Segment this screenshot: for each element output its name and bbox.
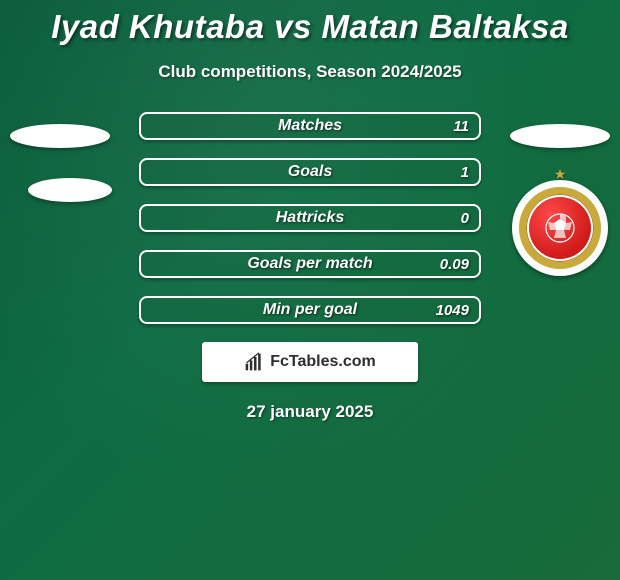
- stat-row: Min per goal 1049: [0, 296, 620, 324]
- stats-list: Matches 11 Goals 1 Hattricks 0 Goals per…: [0, 112, 620, 324]
- stat-value-right: 0: [461, 210, 469, 227]
- stat-row: Goals 1: [0, 158, 620, 186]
- stat-value-right: 1: [461, 164, 469, 181]
- stat-bar: Min per goal 1049: [139, 296, 481, 324]
- snapshot-date: 27 january 2025: [0, 402, 620, 422]
- page-title: Iyad Khutaba vs Matan Baltaksa: [0, 0, 620, 46]
- stat-label: Min per goal: [263, 301, 357, 319]
- season-subtitle: Club competitions, Season 2024/2025: [0, 62, 620, 82]
- branding-text: FcTables.com: [270, 353, 376, 371]
- stat-row: Matches 11: [0, 112, 620, 140]
- stat-bar: Hattricks 0: [139, 204, 481, 232]
- stat-row: Hattricks 0: [0, 204, 620, 232]
- branding-box: FcTables.com: [202, 342, 418, 382]
- stat-value-right: 1049: [436, 302, 469, 319]
- stat-label: Goals: [288, 163, 332, 181]
- stat-value-right: 11: [453, 118, 469, 135]
- stat-bar: Matches 11: [139, 112, 481, 140]
- stat-label: Hattricks: [276, 209, 344, 227]
- stat-label: Matches: [278, 117, 342, 135]
- bars-icon: [244, 352, 264, 372]
- stat-bar: Goals 1: [139, 158, 481, 186]
- stat-value-right: 0.09: [440, 256, 469, 273]
- stat-row: Goals per match 0.09: [0, 250, 620, 278]
- stat-bar: Goals per match 0.09: [139, 250, 481, 278]
- stat-label: Goals per match: [247, 255, 372, 273]
